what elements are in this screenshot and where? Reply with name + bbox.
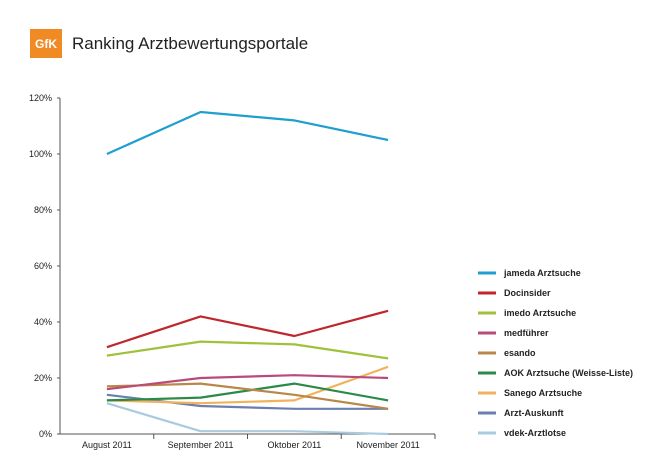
legend-label-2: imedo Arztsuche xyxy=(504,308,576,318)
series-line-5 xyxy=(106,382,389,402)
y-tick-label: 100% xyxy=(29,149,52,159)
x-tick-label: November 2011 xyxy=(356,440,419,450)
x-tick-label: August 2011 xyxy=(82,440,132,450)
y-tick-label: 40% xyxy=(34,317,52,327)
legend-label-5: AOK Arztsuche (Weisse-Liste) xyxy=(504,368,633,378)
x-tick-label: Oktober 2011 xyxy=(267,440,321,450)
chart-title: Ranking Arztbewertungsportale xyxy=(72,34,309,53)
series-line-3 xyxy=(106,374,389,391)
x-tick-label: September 2011 xyxy=(168,440,234,450)
y-tick-label: 60% xyxy=(34,261,52,271)
gfk-logo: GfK xyxy=(30,29,62,58)
legend-label-3: medführer xyxy=(504,328,549,338)
series-line-0 xyxy=(106,110,389,156)
series-line-6 xyxy=(106,365,389,405)
series-line-2 xyxy=(106,340,389,360)
y-tick-label: 80% xyxy=(34,205,52,215)
series-line-7 xyxy=(106,393,389,410)
legend-label-1: Docinsider xyxy=(504,288,551,298)
series-line-4 xyxy=(106,382,389,410)
legend-label-4: esando xyxy=(504,348,536,358)
series-line-8 xyxy=(106,402,389,436)
legend-label-6: Sanego Arztsuche xyxy=(504,388,582,398)
y-tick-label: 0% xyxy=(39,429,52,439)
series-line-1 xyxy=(106,309,389,349)
legend-label-0: jameda Arztsuche xyxy=(503,268,581,278)
y-tick-label: 120% xyxy=(29,93,52,103)
y-tick-label: 20% xyxy=(34,373,52,383)
legend-label-7: Arzt-Auskunft xyxy=(504,408,564,418)
legend-label-8: vdek-Arztlotse xyxy=(504,428,566,438)
